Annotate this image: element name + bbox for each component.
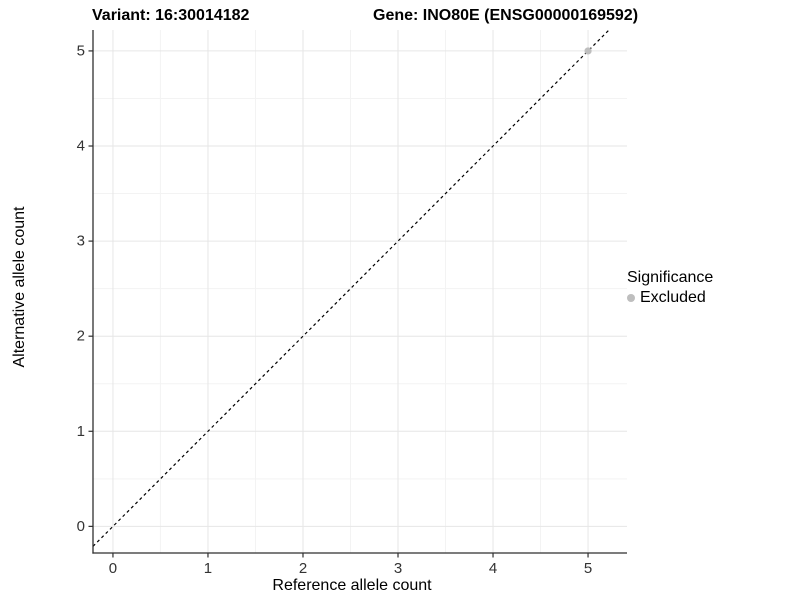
y-tick-label: 2 (77, 328, 85, 345)
y-tick-label: 4 (77, 138, 85, 155)
x-tick-label: 0 (109, 560, 117, 577)
legend-point-icon (627, 294, 635, 302)
x-tick-label: 1 (204, 560, 212, 577)
legend-item-excluded: Excluded (627, 288, 713, 308)
y-axis-label: Alternative allele count (11, 206, 28, 368)
plot-title-variant: Variant: 16:30014182 (92, 7, 250, 24)
data-point (584, 47, 592, 55)
y-tick-label: 1 (77, 423, 85, 440)
x-tick-label: 2 (299, 560, 307, 577)
plot-title-gene: Gene: INO80E (ENSG00000169592) (373, 7, 639, 24)
x-tick-label: 5 (584, 560, 592, 577)
legend-title: Significance (627, 269, 714, 286)
x-axis-label: Reference allele count (272, 577, 432, 594)
identity-line (92, 29, 610, 547)
y-tick-label: 0 (77, 518, 85, 535)
legend: Significance Excluded (627, 268, 713, 308)
y-tick-label: 5 (77, 42, 85, 59)
legend-item-label: Excluded (640, 289, 706, 306)
x-tick-label: 3 (394, 560, 402, 577)
x-tick-label: 4 (489, 560, 497, 577)
y-tick-label: 3 (77, 233, 85, 250)
